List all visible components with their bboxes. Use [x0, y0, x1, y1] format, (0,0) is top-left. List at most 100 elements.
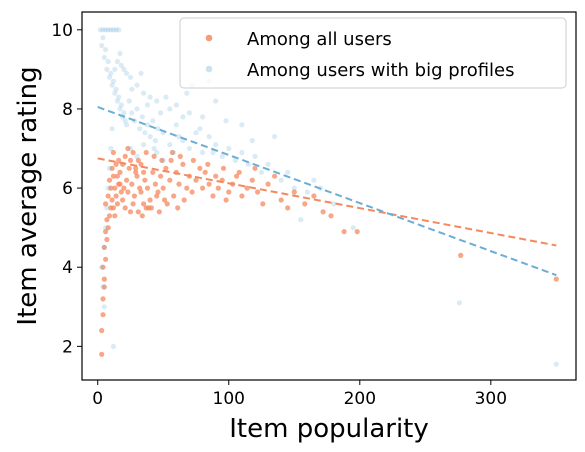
data-point: [104, 217, 110, 223]
data-point: [99, 351, 105, 357]
data-point: [206, 181, 212, 187]
data-point: [108, 70, 114, 76]
data-point: [219, 153, 225, 159]
data-point: [113, 193, 119, 199]
data-point: [126, 165, 132, 171]
data-point: [137, 185, 143, 191]
data-point: [121, 185, 127, 191]
data-point: [255, 189, 261, 195]
data-point: [110, 173, 116, 179]
data-point: [99, 264, 105, 270]
data-point: [144, 102, 151, 108]
data-point: [100, 264, 106, 270]
data-point: [239, 122, 245, 128]
data-point: [114, 201, 120, 207]
data-point: [118, 62, 124, 68]
data-point: [210, 193, 216, 199]
data-point: [109, 126, 115, 132]
data-point: [193, 130, 199, 136]
data-point: [143, 205, 149, 211]
data-point: [311, 193, 317, 199]
data-point: [236, 169, 242, 175]
data-point: [215, 185, 221, 191]
data-point: [101, 284, 107, 290]
y-tick-label: 10: [51, 21, 73, 41]
data-point: [118, 102, 124, 108]
data-point: [252, 165, 258, 171]
data-point: [144, 122, 151, 128]
data-point: [99, 327, 105, 334]
data-point: [130, 201, 136, 207]
data-point: [110, 343, 116, 349]
data-point: [121, 66, 127, 72]
data-point: [190, 157, 196, 163]
data-point: [105, 27, 111, 33]
data-point: [278, 177, 284, 183]
data-point: [113, 86, 119, 92]
data-point: [129, 110, 135, 116]
data-point: [109, 82, 115, 88]
data-point: [285, 169, 291, 175]
data-point: [135, 157, 141, 163]
data-point: [160, 185, 166, 191]
data-point: [171, 149, 177, 156]
data-point: [106, 177, 113, 183]
y-tick-label: 4: [62, 258, 73, 278]
series-all-users-points: [99, 145, 559, 357]
data-point: [104, 66, 110, 72]
data-point: [167, 106, 173, 112]
data-point: [112, 213, 118, 219]
data-point: [176, 181, 182, 187]
data-point: [167, 142, 173, 148]
data-point: [298, 217, 304, 223]
data-point: [164, 201, 170, 207]
data-point: [138, 70, 144, 76]
data-point: [168, 157, 174, 163]
data-point: [156, 209, 162, 215]
data-point: [117, 50, 123, 57]
data-point: [101, 276, 107, 282]
data-point: [553, 276, 559, 282]
data-point: [180, 161, 186, 167]
data-point: [114, 58, 120, 65]
data-point: [110, 205, 116, 211]
data-point: [184, 185, 190, 191]
data-point: [103, 201, 109, 207]
data-point: [104, 205, 110, 211]
data-point: [116, 94, 122, 100]
data-point: [122, 205, 128, 211]
data-point: [291, 185, 297, 191]
data-point: [226, 145, 232, 152]
data-point: [127, 157, 134, 163]
data-point: [223, 118, 229, 124]
trendline: [97, 106, 557, 277]
data-point: [278, 197, 284, 203]
data-point: [223, 197, 229, 203]
legend-label-all-users: Among all users: [247, 29, 392, 50]
plot-frame: [81, 11, 577, 381]
data-point: [109, 197, 115, 203]
data-point: [113, 161, 119, 167]
data-point: [134, 106, 140, 112]
data-point: [159, 157, 165, 163]
x-tick-label: 100: [213, 389, 245, 409]
data-point: [184, 90, 190, 96]
data-point: [158, 173, 164, 179]
data-point: [302, 201, 308, 207]
data-point: [311, 177, 317, 183]
data-point: [181, 197, 187, 203]
data-point: [138, 189, 144, 195]
data-point: [154, 193, 160, 199]
legend-label-big-profiles: Among users with big profiles: [247, 60, 515, 81]
data-point: [109, 165, 115, 171]
data-point: [213, 98, 219, 104]
data-point: [116, 27, 122, 33]
data-point: [100, 296, 106, 302]
data-point: [137, 126, 143, 132]
data-point: [239, 149, 245, 156]
data-point: [129, 181, 135, 187]
data-point: [144, 185, 151, 191]
data-point: [171, 193, 177, 199]
trendline: [97, 157, 557, 247]
